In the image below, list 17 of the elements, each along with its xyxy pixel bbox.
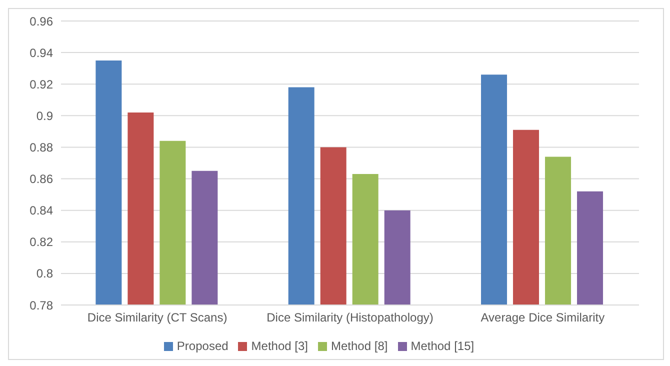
- x-tick-label: Dice Similarity (CT Scans): [87, 310, 228, 325]
- y-tick-label: 0.88: [30, 140, 54, 154]
- y-tick-label: 0.9: [36, 108, 54, 123]
- legend-label: Proposed: [176, 339, 228, 353]
- legend-label: Method [3]: [251, 339, 308, 353]
- y-tick-label: 0.84: [30, 204, 54, 218]
- x-tick-label: Dice Similarity (Histopathology): [266, 310, 434, 325]
- y-tick-label: 0.78: [30, 298, 54, 312]
- legend-label: Method [8]: [331, 339, 388, 353]
- y-tick-label: 0.86: [30, 172, 54, 186]
- y-tick-label: 0.94: [30, 46, 54, 60]
- legend-label: Method [15]: [410, 339, 474, 353]
- y-tick-label: 0.82: [30, 235, 54, 250]
- y-tick-label: 0.96: [30, 14, 54, 28]
- x-tick-label: Average Dice Similarity: [480, 310, 605, 325]
- y-tick-label: 0.92: [30, 77, 54, 92]
- y-tick-label: 0.8: [36, 266, 54, 281]
